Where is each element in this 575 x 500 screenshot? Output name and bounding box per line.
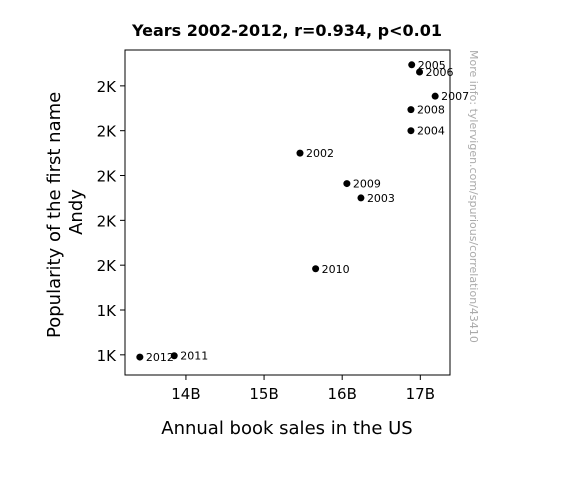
watermark: More info: tylervigen.com/spurious/corre… bbox=[467, 50, 480, 343]
data-point-2010 bbox=[312, 265, 320, 273]
data-point-2002 bbox=[296, 149, 304, 157]
data-point-2007 bbox=[431, 92, 439, 100]
data-point-label: 2004 bbox=[417, 125, 445, 138]
data-point-label: 2012 bbox=[146, 351, 174, 364]
data-point-2004 bbox=[407, 127, 415, 135]
data-points: 2002200320042005200620072008200920102011… bbox=[136, 59, 469, 364]
y-tick-label: 2K bbox=[97, 257, 118, 275]
data-point-2006 bbox=[416, 68, 424, 76]
y-axis-label-line-1: Popularity of the first name bbox=[44, 92, 65, 338]
y-axis-label-line-2: Andy bbox=[66, 189, 87, 235]
data-point-label: 2007 bbox=[441, 90, 469, 103]
data-point-2008 bbox=[407, 106, 415, 114]
x-tick-label: 16B bbox=[327, 385, 356, 403]
x-axis: 14B 15B 16B 17B bbox=[171, 375, 435, 403]
data-point-label: 2005 bbox=[418, 59, 446, 72]
y-tick-label: 2K bbox=[97, 123, 118, 141]
y-tick-label: 1K bbox=[97, 302, 118, 320]
chart-title: Years 2002-2012, r=0.934, p<0.01 bbox=[131, 21, 442, 40]
y-tick-label: 2K bbox=[97, 78, 118, 96]
data-point-label: 2003 bbox=[367, 192, 395, 205]
plot-frame bbox=[124, 49, 451, 376]
y-tick-label: 1K bbox=[97, 347, 118, 365]
x-tick-label: 14B bbox=[171, 385, 200, 403]
data-point-2012 bbox=[136, 353, 144, 361]
data-point-2009 bbox=[343, 180, 351, 188]
data-point-2011 bbox=[170, 352, 178, 360]
data-point-2003 bbox=[357, 194, 365, 202]
x-tick-label: 17B bbox=[406, 385, 435, 403]
y-tick-label: 2K bbox=[97, 168, 118, 186]
data-point-label: 2006 bbox=[426, 66, 454, 79]
data-point-label: 2002 bbox=[306, 147, 334, 160]
data-point-label: 2010 bbox=[322, 263, 350, 276]
data-point-label: 2008 bbox=[417, 104, 445, 117]
data-point-label: 2011 bbox=[180, 350, 208, 363]
y-tick-label: 2K bbox=[97, 212, 118, 230]
x-axis-label: Annual book sales in the US bbox=[161, 418, 412, 439]
y-axis: 1K 1K 2K 2K 2K 2K 2K bbox=[97, 78, 125, 365]
data-point-2005 bbox=[408, 61, 416, 69]
y-axis-label: Popularity of the first name Andy bbox=[44, 86, 87, 338]
x-tick-label: 15B bbox=[249, 385, 278, 403]
data-point-label: 2009 bbox=[353, 178, 381, 191]
